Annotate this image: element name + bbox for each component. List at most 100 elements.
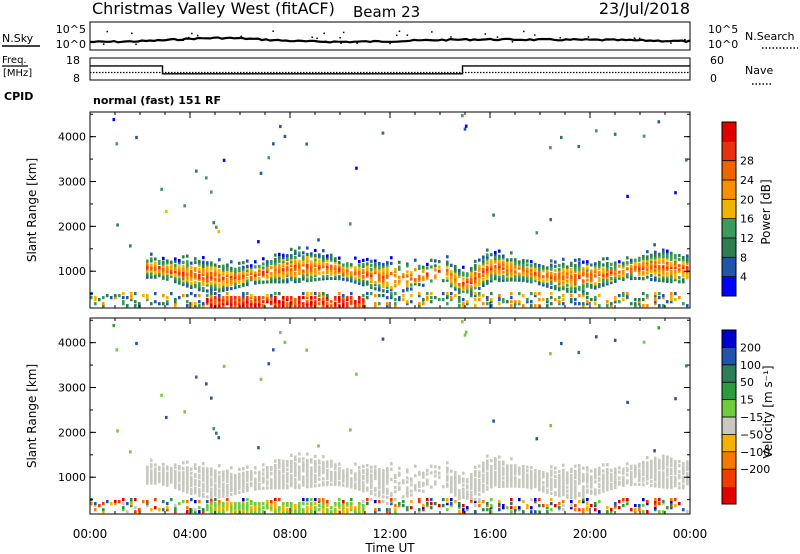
velocity-cell — [330, 506, 333, 510]
velocity-cell — [334, 480, 337, 484]
velocity-cell — [158, 467, 161, 472]
velocity-cell — [206, 475, 209, 479]
velocity-cell — [250, 500, 253, 504]
x-tick-label: 08:00 — [273, 527, 308, 541]
velocity-cell — [530, 498, 533, 502]
power-cell — [446, 302, 449, 306]
velocity-cell — [334, 482, 337, 486]
power-cell — [198, 304, 201, 308]
velocity-cell — [490, 498, 493, 502]
power-cell — [370, 285, 373, 290]
power-cell — [498, 274, 501, 279]
velocity-cell — [613, 338, 617, 342]
velocity-cell — [554, 470, 557, 474]
velocity-cell — [506, 464, 509, 468]
power-cell — [378, 302, 381, 306]
power-cell — [486, 253, 489, 257]
velocity-cell — [590, 469, 593, 473]
velocity-cell — [342, 469, 345, 473]
power-cell — [494, 269, 497, 273]
power-cell — [610, 270, 613, 274]
velocity-cell — [230, 478, 233, 482]
power-cell — [578, 294, 581, 298]
velocity-cell — [182, 486, 185, 491]
power-cell — [574, 284, 577, 288]
velocity-cell — [286, 476, 289, 480]
velocity-cell — [274, 459, 277, 463]
power-cell — [362, 294, 365, 298]
power-cell — [646, 255, 649, 259]
velocity-cell — [422, 508, 425, 512]
velocity-cell — [282, 478, 285, 482]
power-cell — [606, 274, 609, 278]
velocity-cell — [658, 472, 661, 476]
power-cell — [170, 274, 173, 278]
power-cell — [530, 260, 533, 264]
velocity-cell — [286, 478, 289, 482]
power-cell — [374, 263, 377, 267]
power-cell — [546, 276, 549, 280]
velocity-cell — [470, 491, 473, 495]
power-cell — [266, 264, 269, 268]
power-cell — [574, 278, 577, 282]
power-cell — [478, 272, 481, 276]
power-cell — [386, 267, 389, 271]
velocity-cell — [510, 466, 513, 470]
velocity-cell — [174, 508, 177, 512]
velocity-cell — [366, 498, 369, 502]
power-cell — [510, 268, 513, 272]
velocity-cell — [334, 463, 337, 467]
power-cell — [350, 298, 353, 302]
power-cell — [606, 268, 609, 272]
velocity-cell — [242, 477, 245, 481]
velocity-cell — [578, 481, 581, 485]
velocity-cell — [290, 476, 293, 480]
velocity-cell — [462, 504, 465, 508]
power-cell — [278, 302, 281, 306]
power-cell — [226, 283, 229, 288]
velocity-cell — [242, 504, 245, 508]
velocity-cell — [658, 464, 661, 468]
velocity-cell — [578, 508, 581, 512]
velocity-cell — [466, 478, 469, 482]
velocity-cell — [150, 469, 153, 473]
noise-search-dot — [191, 32, 193, 35]
velocity-cell — [310, 498, 313, 502]
velocity-cell — [210, 495, 213, 499]
power-cell — [226, 298, 229, 302]
velocity-cell — [106, 500, 109, 504]
power-cell — [286, 280, 289, 284]
power-cell — [518, 300, 521, 304]
velocity-cell — [202, 508, 205, 512]
velocity-cell — [342, 477, 345, 481]
power-cell — [430, 300, 433, 304]
velocity-cell — [538, 478, 541, 482]
power-cell — [670, 257, 673, 261]
power-cell — [194, 275, 197, 279]
velocity-cell — [198, 484, 201, 488]
power-cell — [514, 260, 517, 264]
power-cell — [674, 270, 677, 274]
power-cell — [478, 276, 481, 280]
power-cell — [302, 257, 305, 261]
velocity-cell — [666, 455, 669, 459]
power-cell — [674, 255, 677, 260]
velocity-cell — [674, 504, 677, 508]
velocity-cell — [350, 481, 353, 485]
power-cell — [170, 262, 173, 266]
power-cell — [186, 280, 189, 284]
velocity-cell — [262, 486, 265, 490]
velocity-cell — [570, 467, 573, 471]
power-cell — [670, 263, 673, 267]
power-cell — [206, 277, 209, 281]
velocity-cell — [278, 510, 281, 514]
power-cell — [646, 294, 649, 298]
velocity-cell — [314, 461, 317, 466]
power-cell — [350, 296, 353, 300]
velocity-cell — [290, 482, 293, 486]
velocity-cell — [230, 476, 233, 480]
power-cell — [590, 283, 593, 287]
velocity-cell — [422, 471, 425, 475]
power-cell — [183, 204, 186, 208]
velocity-cell — [450, 476, 453, 480]
